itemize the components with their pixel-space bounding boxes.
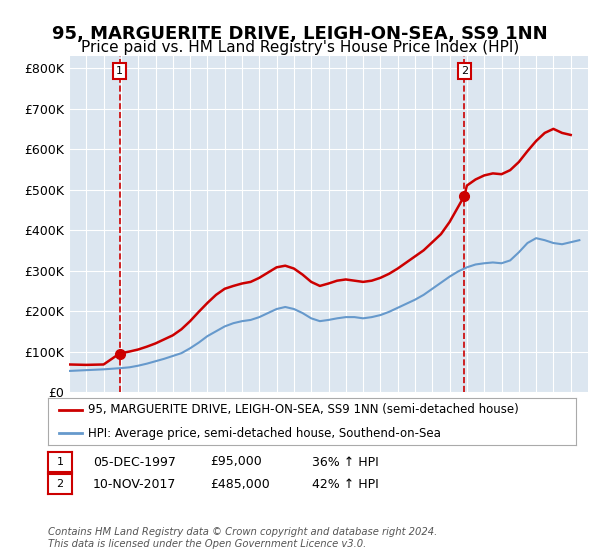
Text: 2: 2 [56,479,64,489]
Text: 1: 1 [56,457,64,467]
Text: 2: 2 [461,66,468,76]
Text: Contains HM Land Registry data © Crown copyright and database right 2024.
This d: Contains HM Land Registry data © Crown c… [48,527,437,549]
Text: 10-NOV-2017: 10-NOV-2017 [93,478,176,491]
Text: 1: 1 [116,66,123,76]
Text: HPI: Average price, semi-detached house, Southend-on-Sea: HPI: Average price, semi-detached house,… [88,427,440,440]
Text: Price paid vs. HM Land Registry's House Price Index (HPI): Price paid vs. HM Land Registry's House … [81,40,519,55]
Text: 95, MARGUERITE DRIVE, LEIGH-ON-SEA, SS9 1NN (semi-detached house): 95, MARGUERITE DRIVE, LEIGH-ON-SEA, SS9 … [88,403,518,416]
Text: 42% ↑ HPI: 42% ↑ HPI [312,478,379,491]
Text: £485,000: £485,000 [210,478,270,491]
Text: £95,000: £95,000 [210,455,262,469]
Text: 36% ↑ HPI: 36% ↑ HPI [312,455,379,469]
Text: 95, MARGUERITE DRIVE, LEIGH-ON-SEA, SS9 1NN: 95, MARGUERITE DRIVE, LEIGH-ON-SEA, SS9 … [52,25,548,43]
Text: 05-DEC-1997: 05-DEC-1997 [93,455,176,469]
